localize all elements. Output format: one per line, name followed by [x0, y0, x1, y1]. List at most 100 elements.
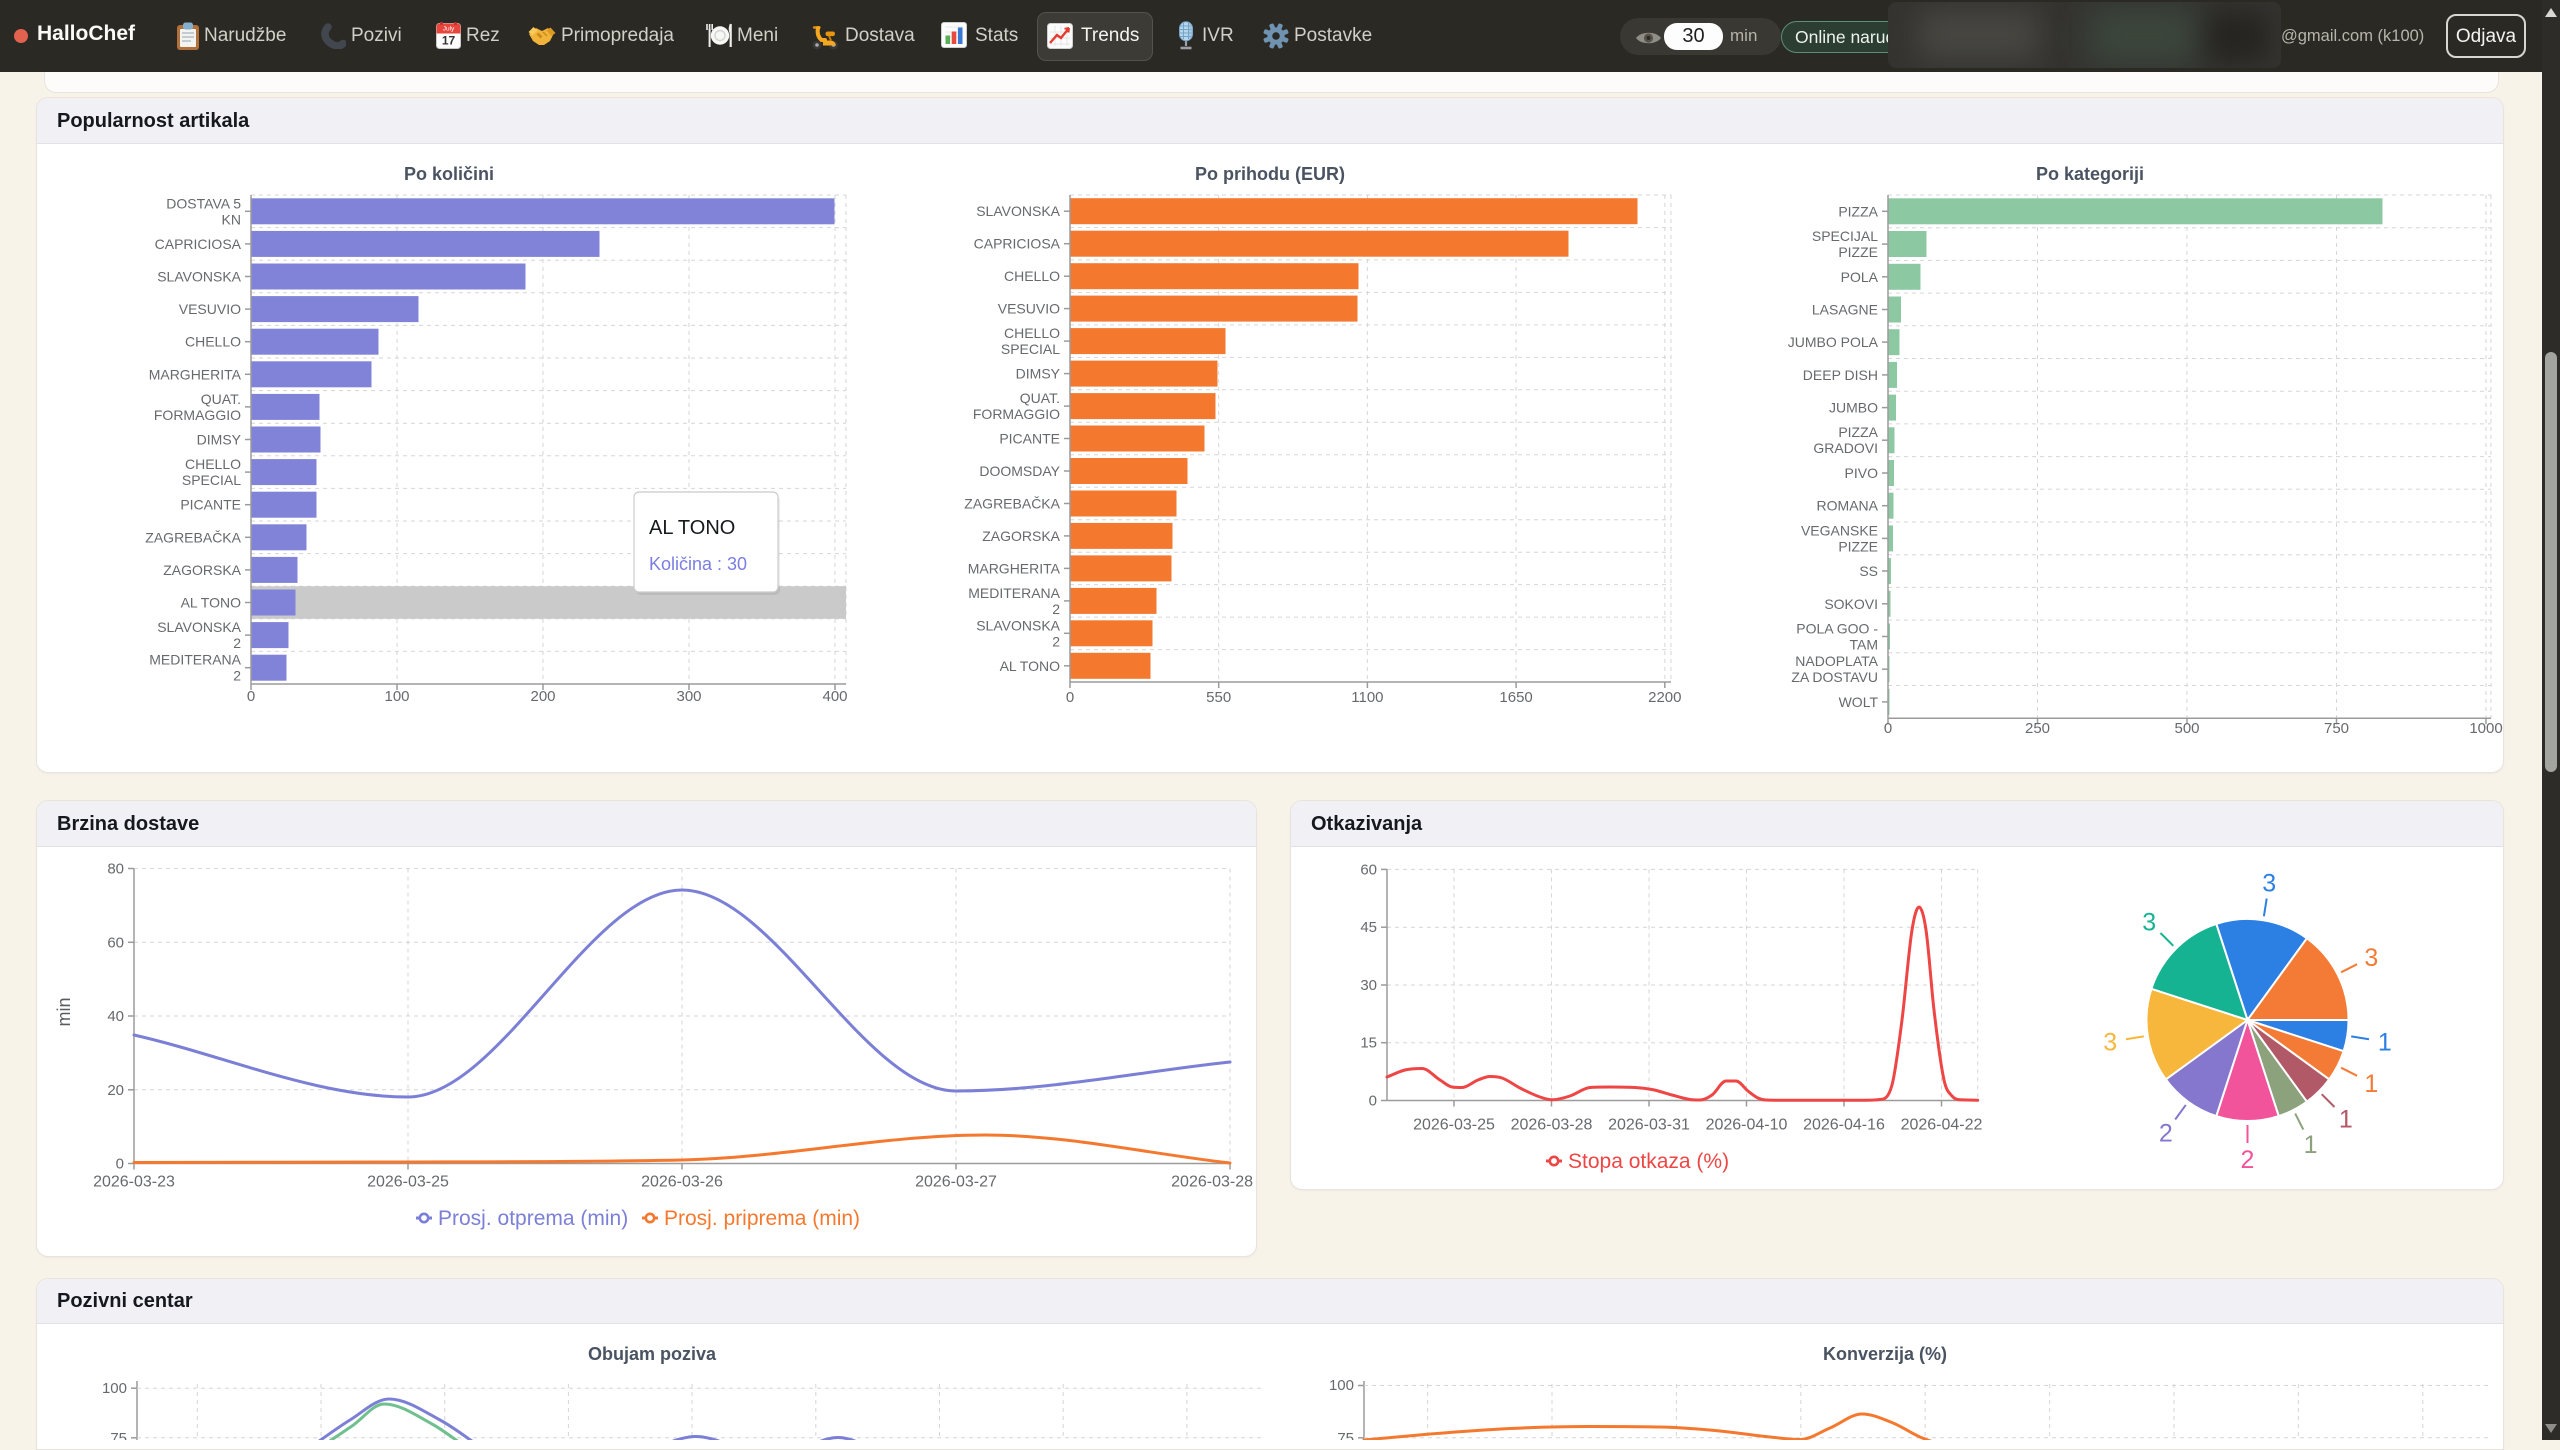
svg-text:0: 0	[1369, 1093, 1377, 1110]
svg-text:2: 2	[2159, 1120, 2173, 1148]
svg-text:MEDITERANA: MEDITERANA	[149, 652, 241, 668]
svg-text:WOLT: WOLT	[1839, 694, 1879, 710]
svg-text:PICANTE: PICANTE	[999, 431, 1060, 447]
svg-text:15: 15	[1360, 1035, 1377, 1052]
svg-text:VEGANSKE: VEGANSKE	[1801, 522, 1878, 538]
svg-text:CHELLO: CHELLO	[1004, 325, 1060, 341]
svg-text:ZA DOSTAVU: ZA DOSTAVU	[1791, 669, 1878, 685]
svg-text:GRADOVI: GRADOVI	[1813, 440, 1878, 456]
svg-text:SOKOVI: SOKOVI	[1824, 596, 1878, 612]
svg-text:2026-03-25: 2026-03-25	[367, 1174, 449, 1191]
svg-text:QUAT.: QUAT.	[1020, 390, 1060, 406]
svg-text:PIZZA: PIZZA	[1838, 424, 1878, 440]
svg-text:100: 100	[102, 1380, 127, 1397]
svg-text:45: 45	[1360, 919, 1377, 936]
svg-text:DIMSY: DIMSY	[1016, 366, 1061, 382]
svg-text:1: 1	[2304, 1131, 2318, 1159]
svg-text:Konverzija (%): Konverzija (%)	[1823, 1344, 1947, 1364]
svg-text:Prosj. priprema (min): Prosj. priprema (min)	[664, 1207, 860, 1230]
svg-text:0: 0	[1884, 720, 1892, 737]
svg-text:DIMSY: DIMSY	[197, 432, 242, 448]
svg-text:JUMBO: JUMBO	[1829, 400, 1878, 416]
svg-text:2: 2	[2241, 1146, 2255, 1174]
svg-text:20: 20	[107, 1082, 124, 1099]
svg-text:2026-04-10: 2026-04-10	[1706, 1117, 1788, 1134]
svg-text:July: July	[443, 26, 455, 33]
svg-text:SLAVONSKA: SLAVONSKA	[157, 269, 241, 285]
svg-text:3: 3	[2262, 870, 2276, 898]
svg-text:2: 2	[233, 668, 241, 684]
svg-text:2026-03-31: 2026-03-31	[1608, 1117, 1690, 1134]
svg-text:2026-04-16: 2026-04-16	[1803, 1117, 1885, 1134]
svg-text:100: 100	[384, 688, 409, 705]
svg-text:60: 60	[107, 934, 124, 951]
svg-text:500: 500	[2174, 720, 2199, 737]
svg-text:CHELLO: CHELLO	[1004, 268, 1060, 284]
svg-text:Obujam poziva: Obujam poziva	[588, 1344, 717, 1364]
svg-text:1100: 1100	[1351, 689, 1383, 706]
svg-text:75: 75	[110, 1430, 127, 1440]
svg-text:Po prihodu (EUR): Po prihodu (EUR)	[1195, 164, 1345, 184]
svg-text:75: 75	[1337, 1430, 1354, 1440]
svg-text:1: 1	[2339, 1105, 2353, 1133]
svg-text:NADOPLATA: NADOPLATA	[1795, 653, 1878, 669]
svg-text:1000: 1000	[2469, 720, 2502, 737]
svg-text:PIZZA: PIZZA	[1838, 203, 1878, 219]
svg-text:PICANTE: PICANTE	[180, 497, 241, 513]
svg-text:2026-03-25: 2026-03-25	[1413, 1117, 1495, 1134]
svg-text:SLAVONSKA: SLAVONSKA	[976, 203, 1060, 219]
svg-text:CHELLO: CHELLO	[185, 456, 241, 472]
svg-text:VESUVIO: VESUVIO	[179, 301, 241, 317]
svg-text:SLAVONSKA: SLAVONSKA	[157, 619, 241, 635]
svg-text:250: 250	[2025, 720, 2050, 737]
svg-text:2: 2	[233, 635, 241, 651]
svg-text:1: 1	[2378, 1029, 2392, 1057]
svg-text:Po količini: Po količini	[404, 164, 494, 184]
svg-text:400: 400	[822, 688, 847, 705]
svg-text:ZAGREBAČKA: ZAGREBAČKA	[145, 529, 241, 545]
svg-text:2026-03-28: 2026-03-28	[1171, 1174, 1253, 1191]
svg-text:2026-03-27: 2026-03-27	[915, 1174, 997, 1191]
svg-text:Stopa otkaza (%): Stopa otkaza (%)	[1568, 1150, 1729, 1173]
svg-text:2: 2	[1052, 601, 1060, 617]
svg-text:1650: 1650	[1499, 689, 1532, 706]
svg-text:MEDITERANA: MEDITERANA	[968, 585, 1060, 601]
svg-text:2026-04-22: 2026-04-22	[1901, 1117, 1983, 1134]
svg-text:DOOMSDAY: DOOMSDAY	[979, 463, 1060, 479]
svg-text:2200: 2200	[1648, 689, 1681, 706]
svg-text:PIZZE: PIZZE	[1838, 538, 1878, 554]
svg-text:0: 0	[247, 688, 255, 705]
svg-text:60: 60	[1360, 861, 1377, 878]
svg-text:FORMAGGIO: FORMAGGIO	[154, 407, 241, 423]
svg-text:300: 300	[676, 688, 701, 705]
svg-text:0: 0	[116, 1156, 124, 1173]
svg-text:CHELLO: CHELLO	[185, 334, 241, 350]
svg-text:ROMANA: ROMANA	[1817, 498, 1879, 514]
svg-text:VESUVIO: VESUVIO	[998, 301, 1060, 317]
svg-text:2026-03-28: 2026-03-28	[1511, 1117, 1593, 1134]
svg-text:ZAGREBAČKA: ZAGREBAČKA	[964, 496, 1060, 512]
svg-text:2026-03-26: 2026-03-26	[641, 1174, 723, 1191]
svg-text:TAM: TAM	[1849, 637, 1878, 653]
svg-text:Količina : 30: Količina : 30	[649, 554, 747, 574]
svg-text:1: 1	[2364, 1070, 2378, 1098]
svg-text:POLA: POLA	[1841, 269, 1879, 285]
svg-text:30: 30	[1360, 977, 1377, 994]
svg-text:MARGHERITA: MARGHERITA	[968, 560, 1061, 576]
svg-text:JUMBO POLA: JUMBO POLA	[1788, 334, 1879, 350]
svg-text:2: 2	[1052, 633, 1060, 649]
svg-text:3: 3	[2364, 944, 2378, 972]
svg-text:SPECIAL: SPECIAL	[1001, 341, 1060, 357]
svg-text:550: 550	[1206, 689, 1231, 706]
svg-text:Po kategoriji: Po kategoriji	[2036, 164, 2144, 184]
svg-text:ZAGORSKA: ZAGORSKA	[982, 528, 1060, 544]
svg-text:3: 3	[2103, 1029, 2117, 1057]
svg-text:CAPRICIOSA: CAPRICIOSA	[974, 236, 1061, 252]
svg-text:SPECIAL: SPECIAL	[182, 472, 241, 488]
svg-text:AL TONO: AL TONO	[649, 517, 735, 539]
svg-text:CAPRICIOSA: CAPRICIOSA	[155, 236, 242, 252]
svg-text:ZAGORSKA: ZAGORSKA	[163, 562, 241, 578]
svg-text:2026-03-23: 2026-03-23	[93, 1174, 175, 1191]
svg-text:SPECIJAL: SPECIJAL	[1812, 228, 1878, 244]
svg-text:MARGHERITA: MARGHERITA	[149, 366, 242, 382]
